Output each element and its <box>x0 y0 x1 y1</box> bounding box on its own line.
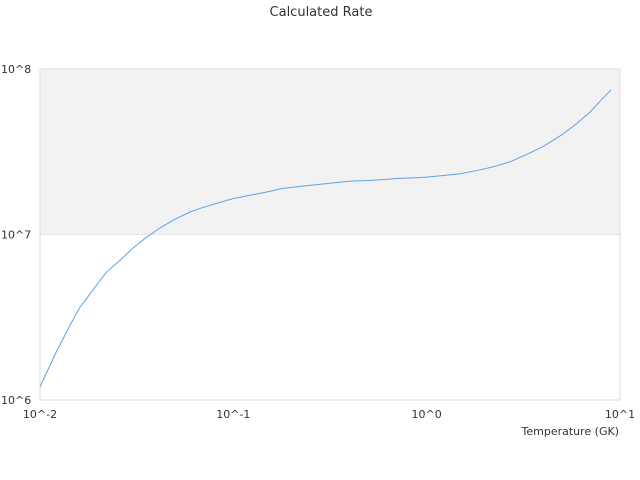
y-tick-label: 10^8 <box>1 63 31 76</box>
x-axis-title: Temperature (GK) <box>521 425 620 438</box>
y-tick-label: 10^6 <box>1 394 31 407</box>
x-tick-label: 10^1 <box>605 408 635 421</box>
chart-title: Calculated Rate <box>270 5 373 20</box>
y-tick-label: 10^7 <box>1 229 31 242</box>
x-tick-label: 10^-1 <box>216 408 250 421</box>
x-tick-label: 10^-2 <box>23 408 57 421</box>
x-tick-label: 10^0 <box>412 408 442 421</box>
